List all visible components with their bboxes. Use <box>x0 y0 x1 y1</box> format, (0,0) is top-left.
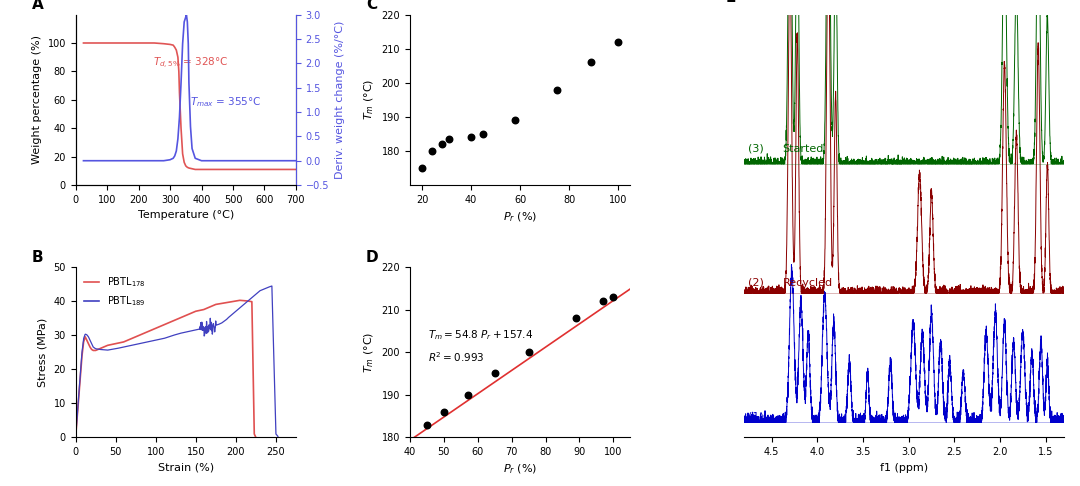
Point <box>475 130 492 138</box>
Point <box>435 408 453 416</box>
Point <box>441 135 458 143</box>
Text: D: D <box>366 250 378 265</box>
Y-axis label: Weight percentage (%): Weight percentage (%) <box>32 35 42 164</box>
Point <box>433 140 450 148</box>
Point <box>423 147 441 155</box>
Text: Started: Started <box>783 144 824 154</box>
X-axis label: $P_r$ (%): $P_r$ (%) <box>503 210 537 224</box>
Y-axis label: Deriv. weight change (%/°C): Deriv. weight change (%/°C) <box>335 20 345 179</box>
Text: $T_{max}$ = 355°C: $T_{max}$ = 355°C <box>190 95 261 109</box>
X-axis label: Strain (%): Strain (%) <box>158 463 214 473</box>
Y-axis label: $T_m$ (°C): $T_m$ (°C) <box>363 331 376 373</box>
Point <box>414 164 431 172</box>
Text: $T_{d,5\%}$ = 328°C: $T_{d,5\%}$ = 328°C <box>152 55 228 70</box>
X-axis label: Temperature (°C): Temperature (°C) <box>137 210 234 220</box>
Point <box>519 348 537 356</box>
Text: Recycled: Recycled <box>783 278 833 288</box>
Point <box>582 58 599 66</box>
Y-axis label: Stress (MPa): Stress (MPa) <box>38 317 48 387</box>
Point <box>459 391 476 399</box>
Point <box>594 297 611 305</box>
Text: (2): (2) <box>747 278 764 288</box>
Text: $T_m = 54.8\ P_r + 157.4$: $T_m = 54.8\ P_r + 157.4$ <box>428 329 532 342</box>
Text: (1): (1) <box>747 412 764 422</box>
Text: $R^2 = 0.993$: $R^2 = 0.993$ <box>428 350 484 364</box>
Point <box>507 116 524 124</box>
Text: A: A <box>31 0 43 13</box>
Point <box>418 421 435 429</box>
Point <box>549 86 566 93</box>
Legend: PBTL$_{178}$, PBTL$_{189}$: PBTL$_{178}$, PBTL$_{189}$ <box>81 272 149 312</box>
Y-axis label: $T_m$ (°C): $T_m$ (°C) <box>363 79 376 121</box>
Text: B: B <box>31 250 43 265</box>
Point <box>609 38 626 46</box>
Point <box>486 369 503 377</box>
Text: (3): (3) <box>747 144 764 154</box>
Point <box>567 314 584 322</box>
Point <box>605 293 622 301</box>
Text: C: C <box>366 0 377 13</box>
Text: E: E <box>725 0 735 5</box>
X-axis label: f1 (ppm): f1 (ppm) <box>880 463 928 473</box>
Point <box>462 134 480 141</box>
X-axis label: $P_r$ (%): $P_r$ (%) <box>503 463 537 476</box>
